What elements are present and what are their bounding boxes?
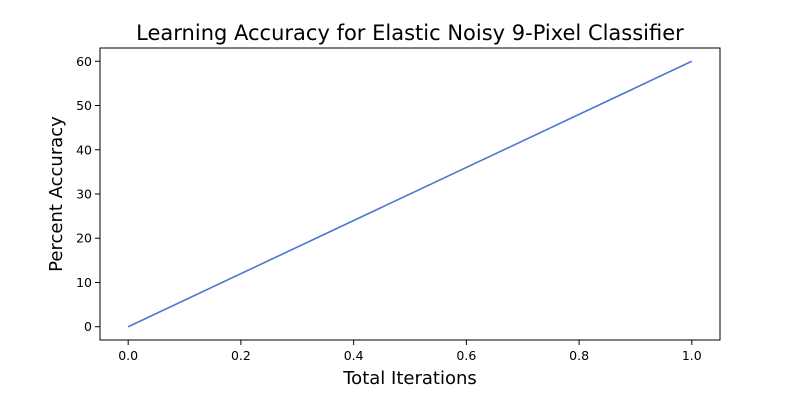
- y-tick-label: 50: [76, 98, 92, 113]
- x-tick-label: 0.6: [456, 348, 476, 363]
- y-tick-label: 10: [76, 275, 92, 290]
- x-axis-label: Total Iterations: [342, 368, 477, 389]
- y-tick-label: 20: [76, 231, 92, 246]
- y-axis-label: Percent Accuracy: [46, 116, 67, 272]
- x-tick-label: 1.0: [682, 348, 702, 363]
- plot-area: 0.0 0.2 0.4 0.6 0.8 1.0 0 10 20 30 40 50 60: [76, 47, 721, 363]
- x-tick-label: 0.0: [118, 348, 138, 363]
- x-tick-label: 0.8: [569, 348, 589, 363]
- y-axis: 0 10 20 30 40 50 60: [76, 54, 100, 334]
- x-axis: 0.0 0.2 0.4 0.6 0.8 1.0: [118, 340, 702, 363]
- y-tick-label: 60: [76, 54, 92, 69]
- y-tick-label: 0: [84, 319, 92, 334]
- plot-frame: [99, 47, 721, 341]
- chart-title: Learning Accuracy for Elastic Noisy 9-Pi…: [136, 21, 684, 45]
- y-tick-label: 40: [76, 142, 92, 157]
- x-tick-label: 0.2: [231, 348, 251, 363]
- series-layer: [127, 60, 693, 328]
- x-tick-label: 0.4: [344, 348, 364, 363]
- accuracy-series-line: [127, 60, 693, 328]
- y-tick-label: 30: [76, 187, 92, 202]
